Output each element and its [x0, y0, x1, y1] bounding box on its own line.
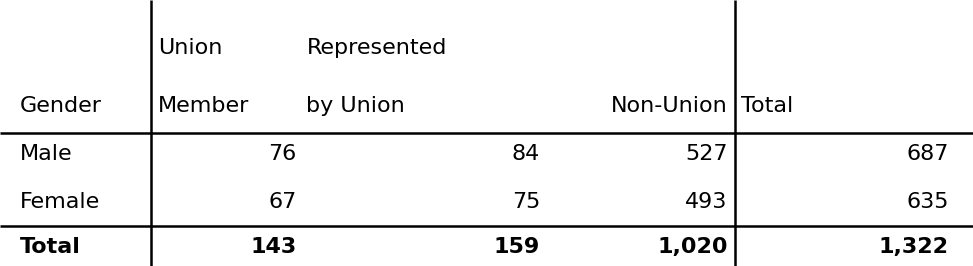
Text: 67: 67 — [269, 192, 297, 212]
Text: Female: Female — [19, 192, 99, 212]
Text: 76: 76 — [269, 144, 297, 164]
Text: 1,322: 1,322 — [879, 237, 949, 257]
Text: Total: Total — [19, 237, 81, 257]
Text: Male: Male — [19, 144, 72, 164]
Text: Non-Union: Non-Union — [611, 96, 728, 117]
Text: Member: Member — [158, 96, 249, 117]
Text: 84: 84 — [512, 144, 540, 164]
Text: 75: 75 — [512, 192, 540, 212]
Text: Gender: Gender — [19, 96, 101, 117]
Text: 527: 527 — [685, 144, 728, 164]
Text: Total: Total — [741, 96, 794, 117]
Text: 493: 493 — [685, 192, 728, 212]
Text: 1,020: 1,020 — [658, 237, 728, 257]
Text: Represented: Represented — [306, 38, 447, 58]
Text: 687: 687 — [906, 144, 949, 164]
Text: Union: Union — [158, 38, 222, 58]
Text: 143: 143 — [250, 237, 297, 257]
Text: 159: 159 — [493, 237, 540, 257]
Text: by Union: by Union — [306, 96, 405, 117]
Text: 635: 635 — [906, 192, 949, 212]
